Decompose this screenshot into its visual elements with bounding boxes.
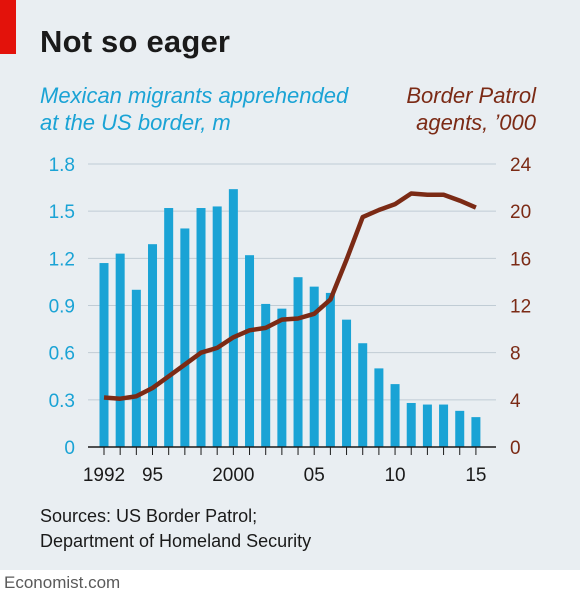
- agents-line: [103, 191, 477, 401]
- source-line: Department of Homeland Security: [40, 531, 312, 551]
- bar: [196, 208, 206, 447]
- right-tick-label: 12: [510, 297, 531, 318]
- right-tick-label: 16: [510, 249, 531, 270]
- brand-label: Economist.com: [4, 573, 121, 592]
- bar: [374, 368, 384, 447]
- bar: [228, 189, 238, 447]
- bar: [439, 404, 449, 447]
- bar: [277, 308, 287, 447]
- bar: [471, 417, 481, 447]
- right-tick-label: 8: [510, 344, 521, 365]
- chart-plot: 0 0.3 0.6 0.9 1.2 1.5 1.8 0 4 8 12 16 20 24 1992 95 2000…: [49, 155, 532, 486]
- x-tick-label: 95: [142, 465, 163, 486]
- right-tick-label: 0: [510, 438, 521, 459]
- bar: [358, 343, 368, 447]
- left-axis-title-line: at the US border, m: [40, 110, 231, 135]
- bar: [293, 277, 303, 447]
- bar: [325, 292, 335, 447]
- bar: [406, 402, 416, 447]
- source-note: Sources: US Border Patrol; Department of…: [40, 504, 311, 554]
- left-tick-label: 1.2: [49, 249, 75, 270]
- bar: [422, 404, 432, 447]
- bar: [131, 289, 141, 447]
- bar: [342, 319, 352, 447]
- x-tick-label: 15: [465, 465, 486, 486]
- x-tick-label: 2000: [212, 465, 254, 486]
- right-axis-title: Border Patrol agents, ’000: [336, 82, 536, 136]
- left-tick-label: 1.8: [49, 155, 75, 176]
- left-tick-label: 0.9: [49, 297, 75, 318]
- bar: [261, 303, 271, 447]
- left-tick-label: 1.5: [49, 202, 75, 223]
- bar: [390, 384, 400, 447]
- left-axis-title: Mexican migrants apprehended at the US b…: [40, 82, 370, 136]
- bar: [309, 286, 319, 447]
- chart-panel: [0, 0, 580, 570]
- left-tick-label: 0: [64, 438, 75, 459]
- chart-title: Not so eager: [40, 24, 231, 59]
- x-tick-label: 1992: [83, 465, 125, 486]
- bar: [148, 244, 158, 447]
- left-tick-label: 0.3: [49, 391, 75, 412]
- source-line: Sources: US Border Patrol;: [40, 506, 258, 526]
- bar: [212, 206, 222, 447]
- left-tick-label: 0.6: [49, 344, 75, 365]
- bar: [99, 263, 109, 447]
- right-axis-title-line: Border Patrol: [406, 83, 536, 108]
- right-tick-label: 20: [510, 202, 531, 223]
- right-axis-title-line: agents, ’000: [416, 110, 536, 135]
- bar: [164, 208, 174, 447]
- bar: [245, 255, 255, 447]
- bar: [115, 253, 125, 447]
- red-corner-tag: [0, 0, 16, 54]
- bar: [180, 228, 190, 447]
- left-axis-title-line: Mexican migrants apprehended: [40, 83, 349, 108]
- right-tick-label: 4: [510, 391, 521, 412]
- x-tick-label: 05: [304, 465, 325, 486]
- x-tick-label: 10: [384, 465, 405, 486]
- bar: [455, 410, 465, 447]
- right-tick-label: 24: [510, 155, 532, 176]
